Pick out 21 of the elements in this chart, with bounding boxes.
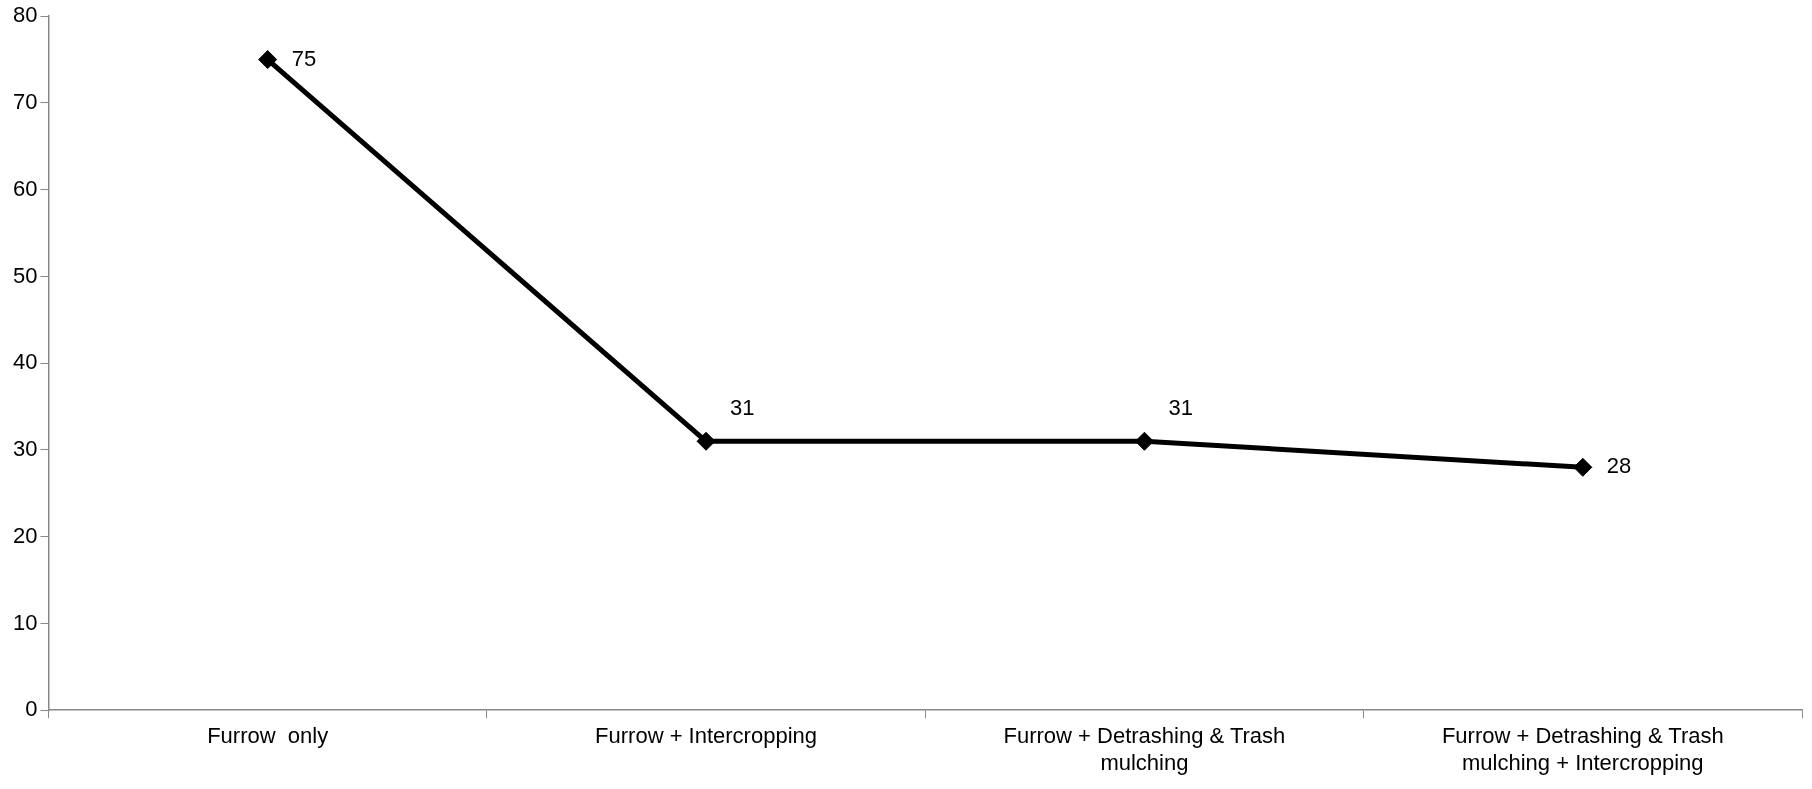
y-tick-label: 0: [25, 696, 38, 722]
y-tick-label: 60: [12, 175, 38, 201]
y-tick-label: 80: [12, 2, 38, 28]
x-tick-label: Furrow + Intercropping: [595, 723, 818, 749]
y-tick-label: 40: [12, 349, 38, 375]
point: [1573, 457, 1593, 477]
y-tick-label: 10: [12, 609, 38, 635]
data-label: 75: [291, 45, 317, 71]
y-tick-label: 70: [12, 89, 38, 115]
data-label: 28: [1606, 453, 1632, 479]
point: [258, 50, 278, 70]
y-tick-label: 50: [12, 262, 38, 288]
data-label: 31: [730, 395, 755, 421]
x-tick-label: Furrow + Detrashing & Trash mulching + Intercropping: [1441, 723, 1724, 775]
y-tick-label: 30: [12, 436, 38, 462]
x-tick-label: Furrow + Detrashing & Trash mulching: [1003, 723, 1286, 775]
y-tick-label: 20: [12, 522, 38, 548]
data-label: 31: [1168, 395, 1193, 421]
point: [696, 431, 716, 451]
point: [1134, 431, 1154, 451]
x-tick-label: Furrow only: [207, 723, 329, 749]
